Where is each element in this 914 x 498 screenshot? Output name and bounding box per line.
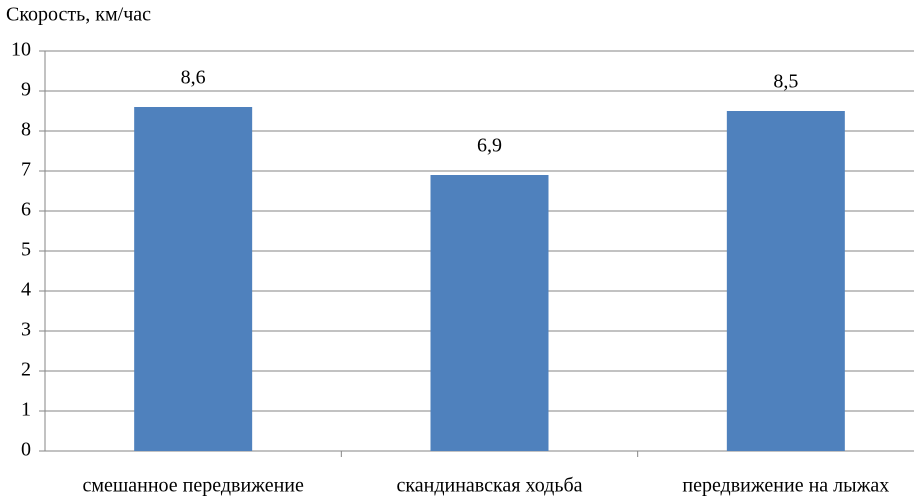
- value-label: 8,5: [773, 71, 798, 93]
- y-tick-label: 1: [21, 399, 31, 421]
- y-tick-label: 6: [21, 199, 31, 221]
- y-tick-label: 10: [11, 39, 31, 61]
- y-tick-label: 4: [21, 279, 31, 301]
- y-tick-label: 2: [21, 359, 31, 381]
- y-tick-label: 9: [21, 79, 31, 101]
- y-tick-label: 7: [21, 159, 31, 181]
- y-tick-label: 8: [21, 119, 31, 141]
- y-tick-label: 0: [21, 439, 31, 461]
- y-tick-label: 3: [21, 319, 31, 341]
- x-tick-label: передвижение на лыжах: [682, 475, 889, 497]
- bar: [726, 111, 845, 451]
- x-tick-label: скандинавская ходьба: [396, 475, 582, 497]
- bar: [134, 107, 253, 451]
- value-label: 8,6: [181, 67, 206, 89]
- y-tick-label: 5: [21, 239, 31, 261]
- value-label: 6,9: [477, 135, 502, 157]
- y-axis-label: Скорость, км/час: [6, 4, 151, 26]
- bar: [430, 175, 549, 451]
- x-tick-label: смешанное передвижение: [82, 475, 304, 497]
